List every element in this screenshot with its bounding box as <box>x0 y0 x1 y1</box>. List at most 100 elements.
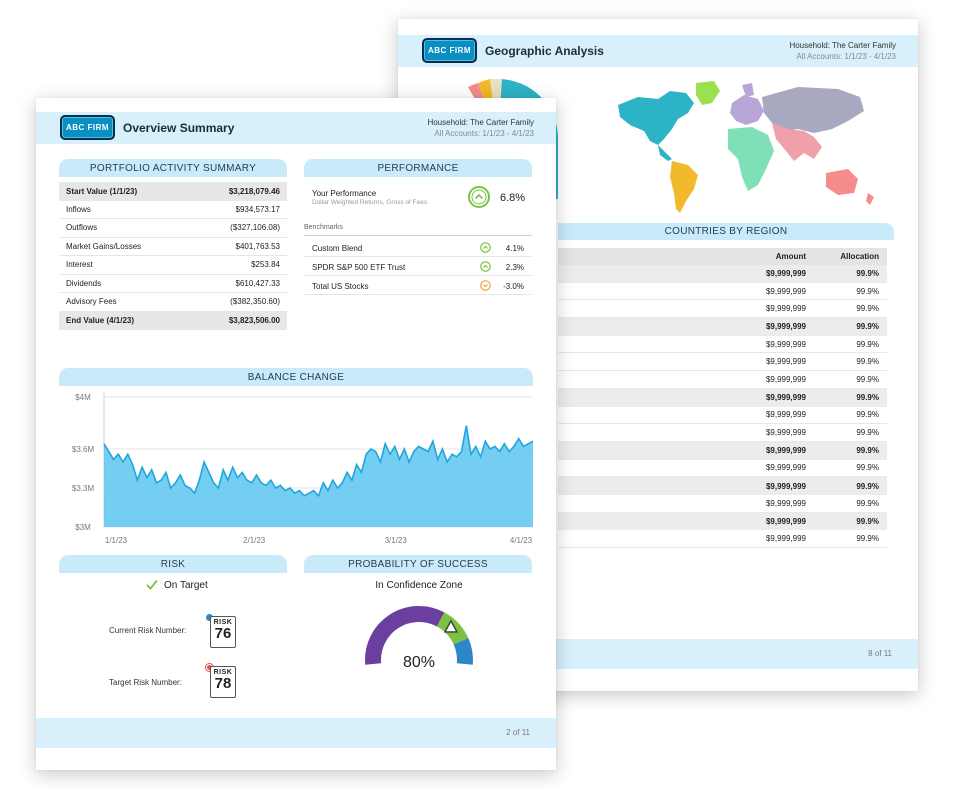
allocation-cell: 99.9% <box>856 357 879 367</box>
allocation-cell: 99.9% <box>856 322 879 332</box>
target-risk-badge: RISK 78 <box>210 666 236 698</box>
table-row: $9,999,999 99.9% <box>558 424 887 442</box>
activity-label: Outflows <box>66 223 98 233</box>
benchmark-value: 4.1% <box>505 244 524 253</box>
x-tick-label: 3/1/23 <box>385 536 408 545</box>
map-central-america <box>658 145 672 161</box>
chevron-down-icon <box>480 280 491 291</box>
benchmark-value: -3.0% <box>503 282 524 291</box>
amount-cell: $9,999,999 <box>765 446 806 456</box>
benchmarks-label: Benchmarks <box>304 224 343 231</box>
activity-value: $3,218,079.46 <box>228 186 280 196</box>
map-europe <box>730 95 764 125</box>
balance-change-header: BALANCE CHANGE <box>59 368 533 386</box>
table-row: $9,999,999 99.9% <box>558 353 887 372</box>
y-tick-label: $3M <box>75 523 91 532</box>
allocation-cell: 99.9% <box>856 498 879 508</box>
table-row: Advisory Fees ($382,350.60) <box>59 293 287 312</box>
amount-cell: $9,999,999 <box>765 322 806 332</box>
map-south-asia <box>772 123 822 161</box>
allocation-cell: 99.9% <box>856 534 879 544</box>
countries-by-region-header: COUNTRIES BY REGION <box>558 223 894 240</box>
table-row: $9,999,999 99.9% <box>558 283 887 301</box>
table-row: $9,999,999 99.9% <box>558 495 887 513</box>
firm-logo: ABC FIRM <box>60 115 115 140</box>
page-footer: 2 of 11 <box>36 718 556 748</box>
portfolio-activity-header: PORTFOLIO ACTIVITY SUMMARY <box>59 159 287 177</box>
map-scandinavia <box>742 83 754 97</box>
benchmark-row: SPDR S&P 500 ETF Trust 2.3% <box>304 257 532 276</box>
risk-header: RISK <box>59 555 287 573</box>
activity-value: $610,427.33 <box>235 278 281 288</box>
your-performance-label: Your Performance <box>312 189 377 198</box>
page-number: 8 of 11 <box>868 649 892 658</box>
accounts-range: All Accounts: 1/1/23 - 4/1/23 <box>796 52 896 61</box>
table-row: $9,999,999 99.9% <box>558 265 887 283</box>
current-risk-number: 76 <box>214 625 232 642</box>
household-name: Household: The Carter Family <box>789 41 896 50</box>
allocation-cell: 99.9% <box>856 304 879 314</box>
allocation-cell: 99.9% <box>856 339 879 349</box>
allocation-header: Allocation <box>840 252 879 261</box>
activity-label: Advisory Fees <box>66 297 117 307</box>
activity-label: Market Gains/Losses <box>66 241 142 251</box>
overview-summary-page: ABC FIRM Overview Summary Household: The… <box>36 98 556 770</box>
your-performance-subtitle: Dollar Weighted Returns, Gross of Fees <box>312 199 428 206</box>
amount-cell: $9,999,999 <box>765 516 806 526</box>
allocation-cell: 99.9% <box>856 481 879 491</box>
table-row: $9,999,999 99.9% <box>558 318 887 336</box>
amount-cell: $9,999,999 <box>765 269 806 279</box>
page-title: Geographic Analysis <box>485 44 604 58</box>
allocation-cell: 99.9% <box>856 516 879 526</box>
activity-label: Inflows <box>66 204 91 214</box>
activity-value: $3,823,506.00 <box>228 316 280 326</box>
your-performance-value: 6.8% <box>500 192 526 204</box>
x-tick-label: 1/1/23 <box>105 536 128 545</box>
map-south-america <box>670 161 698 213</box>
table-row: $9,999,999 99.9% <box>558 530 887 548</box>
amount-cell: $9,999,999 <box>765 463 806 473</box>
benchmark-row: Custom Blend 4.1% <box>304 238 532 257</box>
activity-value: ($327,106.08) <box>230 223 280 233</box>
activity-value: $401,763.53 <box>235 241 281 251</box>
table-row: Interest $253.84 <box>59 256 287 275</box>
world-map <box>618 81 874 213</box>
amount-header: Amount <box>775 252 806 261</box>
allocation-cell: 99.9% <box>856 463 879 473</box>
map-north-america <box>618 91 694 145</box>
activity-value: $253.84 <box>251 260 280 270</box>
portfolio-activity-table: Start Value (1/1/23) $3,218,079.46 Inflows… <box>59 182 287 330</box>
amount-cell: $9,999,999 <box>765 410 806 420</box>
x-tick-label: 2/1/23 <box>243 536 266 545</box>
table-row: $9,999,999 99.9% <box>558 407 887 425</box>
activity-label: Start Value (1/1/23) <box>66 186 138 196</box>
household-info: Household: The Carter Family All Account… <box>427 117 534 139</box>
table-row: $9,999,999 99.9% <box>558 371 887 389</box>
chevron-up-icon <box>480 242 491 253</box>
map-greenland <box>696 81 720 105</box>
amount-cell: $9,999,999 <box>765 498 806 508</box>
x-tick-label: 4/1/23 <box>510 536 533 545</box>
table-row: $9,999,999 99.9% <box>558 460 887 478</box>
risk-badge-label: RISK <box>213 619 233 626</box>
activity-value: ($382,350.60) <box>230 297 280 307</box>
accounts-range: All Accounts: 1/1/23 - 4/1/23 <box>434 129 534 138</box>
gauge-low-segment <box>365 606 445 665</box>
amount-cell: $9,999,999 <box>765 481 806 491</box>
household-name: Household: The Carter Family <box>427 118 534 127</box>
risk-badge-label: RISK <box>213 669 233 676</box>
allocation-cell: 99.9% <box>856 393 879 403</box>
page-header: ABC FIRM Overview Summary Household: The… <box>36 112 556 144</box>
table-row: $9,999,999 99.9% <box>558 388 887 407</box>
table-row: Dividends $610,427.33 <box>59 275 287 293</box>
table-row: $9,999,999 99.9% <box>558 300 887 319</box>
table-row: End Value (4/1/23) $3,823,506.00 <box>59 311 287 330</box>
allocation-cell: 99.9% <box>856 286 879 296</box>
balance-line <box>103 425 534 498</box>
amount-cell: $9,999,999 <box>765 374 806 384</box>
risk-status: On Target <box>164 580 208 591</box>
table-row: Market Gains/Losses $401,763.53 <box>59 238 287 256</box>
performance-up-icon <box>468 186 490 208</box>
household-info: Household: The Carter Family All Account… <box>789 40 896 62</box>
amount-cell: $9,999,999 <box>765 534 806 544</box>
